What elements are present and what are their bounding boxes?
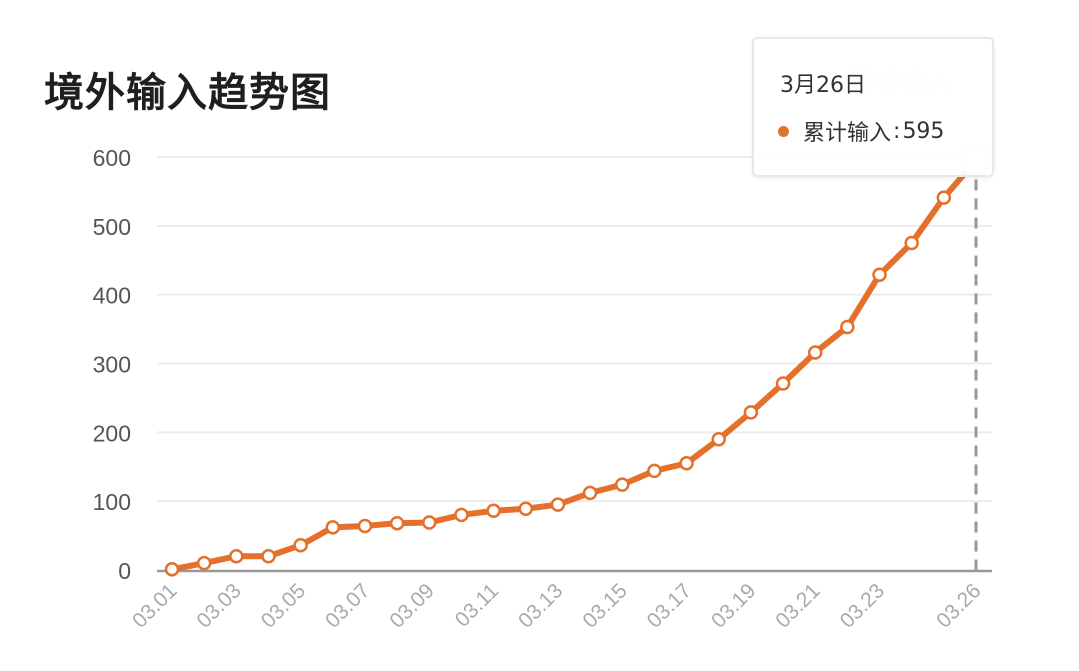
data-point[interactable] xyxy=(807,345,823,360)
x-tick-label: 03.17 xyxy=(643,579,696,632)
data-point[interactable] xyxy=(518,501,534,516)
tooltip: 3月26日 累计输入 : 595 xyxy=(752,37,994,177)
x-tick-label: 03.26 xyxy=(932,579,985,632)
tooltip-row: 累计输入 : 595 xyxy=(778,115,944,147)
x-tick-label: 03.01 xyxy=(128,579,181,632)
tooltip-date: 3月26日 xyxy=(780,73,866,98)
series-line xyxy=(171,158,979,573)
data-point[interactable] xyxy=(582,485,598,501)
x-tick-label: 03.21 xyxy=(771,579,824,632)
data-point[interactable] xyxy=(936,190,952,205)
tooltip-value: 595 xyxy=(902,118,945,144)
data-point[interactable] xyxy=(550,497,566,512)
x-tick-label: 03.05 xyxy=(257,579,310,632)
x-tick-label: 03.07 xyxy=(321,579,374,632)
data-point[interactable] xyxy=(775,376,791,391)
y-tick-label: 600 xyxy=(93,145,131,171)
data-point[interactable] xyxy=(357,518,373,534)
data-point[interactable] xyxy=(614,477,630,492)
y-tick-label: 300 xyxy=(93,352,131,378)
data-point[interactable] xyxy=(422,515,437,530)
data-point[interactable] xyxy=(840,319,855,335)
data-point[interactable] xyxy=(679,456,694,471)
data-point[interactable] xyxy=(486,503,501,519)
data-point[interactable] xyxy=(164,562,180,577)
y-tick-label: 200 xyxy=(93,420,131,446)
x-tick-label: 03.15 xyxy=(578,579,631,632)
data-point[interactable] xyxy=(325,520,341,535)
data-point[interactable] xyxy=(261,548,276,564)
y-tick-label: 500 xyxy=(93,214,131,240)
data-point[interactable] xyxy=(647,463,662,479)
data-point[interactable] xyxy=(293,537,308,553)
y-tick-label: 400 xyxy=(93,283,131,309)
x-tick-label: 03.03 xyxy=(192,579,245,632)
y-tick-label: 0 xyxy=(118,558,131,584)
data-point[interactable] xyxy=(743,405,759,420)
series-dot-icon xyxy=(778,125,789,137)
x-tick-label: 03.19 xyxy=(707,579,760,632)
data-point[interactable] xyxy=(229,548,244,564)
data-point[interactable] xyxy=(872,267,887,282)
x-tick-label: 03.23 xyxy=(836,579,889,632)
data-point[interactable] xyxy=(454,507,469,523)
data-point[interactable] xyxy=(711,431,726,447)
x-tick-label: 03.13 xyxy=(514,579,567,632)
chart-title: 境外输入趋势图 xyxy=(44,70,331,116)
data-point[interactable] xyxy=(904,235,919,251)
y-tick-label: 100 xyxy=(93,489,131,515)
data-point[interactable] xyxy=(389,515,405,531)
tooltip-series-label: 累计输入 xyxy=(803,121,892,146)
x-tick-label: 03.09 xyxy=(385,579,438,632)
data-point[interactable] xyxy=(196,555,212,571)
tooltip-separator: : xyxy=(893,118,901,144)
x-tick-label: 03.11 xyxy=(451,579,503,631)
